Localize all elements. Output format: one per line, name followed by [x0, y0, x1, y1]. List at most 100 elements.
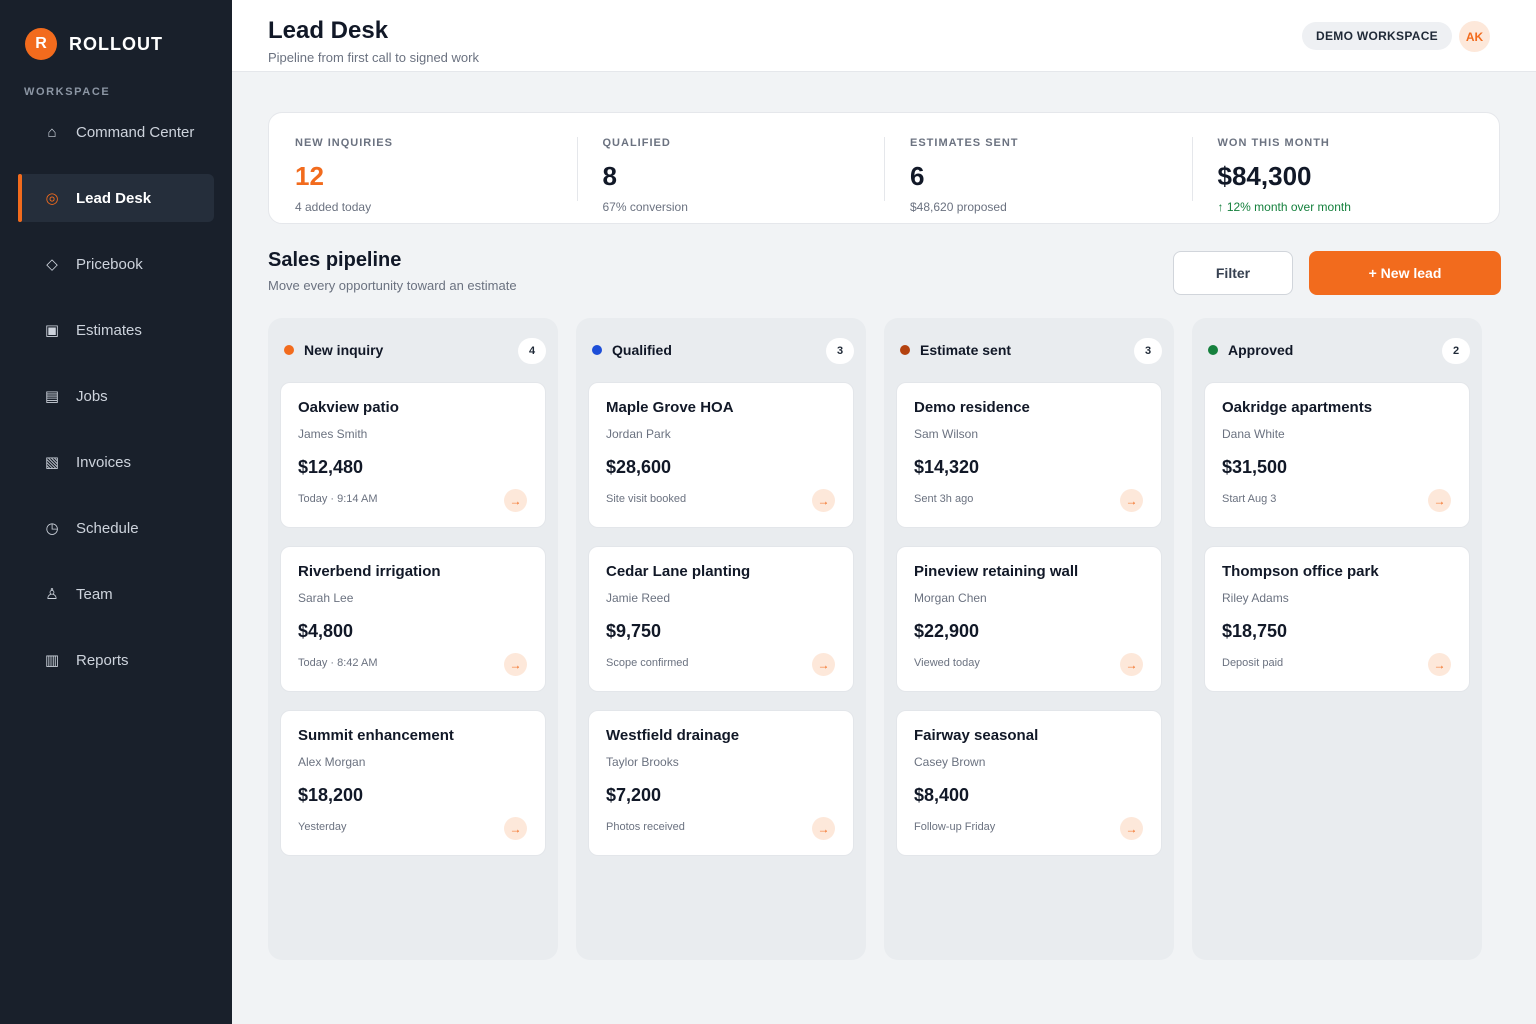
diamond-icon: ◇ [46, 256, 58, 273]
lead-title: Oakridge apartments [1222, 399, 1373, 416]
lead-contact: Jamie Reed [606, 591, 671, 605]
lead-status-note: Deposit paid [1222, 657, 1284, 669]
lead-card[interactable]: Thompson office park Riley Adams $18,750 De… [1204, 546, 1470, 692]
filter-button[interactable]: Filter [1173, 251, 1293, 295]
stat-note: 67% conversion [602, 200, 688, 214]
brand-logo: R [25, 28, 57, 60]
stat-value: 12 [295, 161, 324, 191]
pipeline-column: Estimate sent 3 Demo residence Sam Wilson $1… [884, 318, 1174, 960]
page-subtitle: Pipeline from first call to signed work [268, 50, 479, 65]
arrow-right-icon[interactable]: → [1428, 653, 1451, 676]
lead-card[interactable]: Maple Grove HOA Jordan Park $28,600 Site vi… [588, 382, 854, 528]
status-dot [900, 345, 910, 355]
lead-status-note: Scope confirmed [606, 657, 689, 669]
new-lead-button[interactable]: + New lead [1309, 251, 1501, 295]
pipeline-column: Qualified 3 Maple Grove HOA Jordan Park $28,… [576, 318, 866, 960]
lead-amount: $31,500 [1222, 457, 1288, 477]
arrow-right-icon[interactable]: → [504, 489, 527, 512]
lead-amount: $7,200 [606, 785, 662, 805]
lead-card[interactable]: Oakview patio James Smith $12,480 Today · 9… [280, 382, 546, 528]
lead-amount: $8,400 [914, 785, 970, 805]
lead-card[interactable]: Pineview retaining wall Morgan Chen $22,90… [896, 546, 1162, 692]
lead-card[interactable]: Oakridge apartments Dana White $31,500 Star… [1204, 382, 1470, 528]
arrow-right-icon[interactable]: → [812, 817, 835, 840]
sidebar-item-team[interactable]: ♙ Team [18, 570, 214, 618]
arrow-right-icon[interactable]: → [504, 817, 527, 840]
arrow-right-icon[interactable]: → [1428, 489, 1451, 512]
lead-amount: $9,750 [606, 621, 662, 641]
list-icon: ▤ [44, 388, 60, 405]
lead-title: Thompson office park [1222, 563, 1379, 580]
sidebar-item-schedule[interactable]: ◷ Schedule [18, 504, 214, 552]
status-dot [1208, 345, 1218, 355]
sidebar-item-pricebook[interactable]: ◇ Pricebook [18, 240, 214, 288]
lead-status-note: Viewed today [914, 657, 980, 669]
column-title: Estimate sent [920, 342, 1012, 358]
topbar: Lead Desk Pipeline from first call to si… [232, 0, 1536, 72]
arrow-right-icon[interactable]: → [1120, 817, 1143, 840]
lead-status-note: Today · 9:14 AM [298, 493, 378, 505]
lead-card[interactable]: Summit enhancement Alex Morgan $18,200 Yest… [280, 710, 546, 856]
stat-value: $84,300 [1217, 161, 1312, 191]
stat-label: WON THIS MONTH [1217, 137, 1330, 149]
arrow-right-icon[interactable]: → [1120, 653, 1143, 676]
brand[interactable]: R ROLLOUT [25, 28, 163, 60]
avatar[interactable]: AK [1459, 21, 1490, 52]
lead-amount: $14,320 [914, 457, 980, 477]
stat-label: NEW INQUIRIES [295, 137, 393, 149]
lead-title: Cedar Lane planting [606, 563, 751, 580]
lead-status-note: Photos received [606, 821, 685, 833]
home-icon: ⌂ [47, 123, 57, 141]
clock-icon: ◷ [45, 520, 59, 537]
stat-card: QUALIFIED 8 67% conversion [576, 113, 885, 223]
lead-contact: Sam Wilson [914, 427, 979, 441]
lead-card[interactable]: Fairway seasonal Casey Brown $8,400 Follow-… [896, 710, 1162, 856]
lead-card[interactable]: Cedar Lane planting Jamie Reed $9,750 Scope… [588, 546, 854, 692]
lead-contact: Sarah Lee [298, 591, 354, 605]
lead-contact: Jordan Park [606, 427, 671, 441]
sidebar-item-jobs[interactable]: ▤ Jobs [18, 372, 214, 420]
workspace-switcher[interactable]: DEMO WORKSPACE [1302, 22, 1452, 50]
column-title: New inquiry [304, 342, 384, 358]
column-count-badge: 4 [518, 338, 546, 364]
sidebar-item-lead-desk[interactable]: ◎ Lead Desk [18, 174, 214, 222]
lead-amount: $22,900 [914, 621, 980, 641]
brand-name: ROLLOUT [69, 33, 163, 54]
arrow-right-icon[interactable]: → [812, 489, 835, 512]
lead-amount: $18,200 [298, 785, 364, 805]
lead-amount: $12,480 [298, 457, 364, 477]
sidebar-item-invoices[interactable]: ▧ Invoices [18, 438, 214, 486]
lead-card[interactable]: Demo residence Sam Wilson $14,320 Sent 3h a… [896, 382, 1162, 528]
page-title: Lead Desk [268, 17, 389, 44]
lead-contact: Riley Adams [1222, 591, 1289, 605]
column-header: New inquiry 4 [284, 338, 546, 364]
sidebar-item-label: Team [76, 585, 113, 603]
column-header: Approved 2 [1208, 338, 1470, 364]
lead-title: Pineview retaining wall [914, 563, 1079, 580]
sidebar-item-label: Command Center [76, 123, 195, 141]
sidebar-item-estimates[interactable]: ▣ Estimates [18, 306, 214, 354]
sidebar: R ROLLOUT WORKSPACE ⌂ Command Center ◎ Lead… [0, 0, 232, 1024]
sidebar-item-reports[interactable]: ▥ Reports [18, 636, 214, 684]
column-count-badge: 2 [1442, 338, 1470, 364]
lead-title: Fairway seasonal [914, 727, 1039, 744]
lead-card[interactable]: Westfield drainage Taylor Brooks $7,200 Pho… [588, 710, 854, 856]
lead-status-note: Start Aug 3 [1222, 493, 1277, 505]
stat-card: ESTIMATES SENT 6 $48,620 proposed [884, 113, 1192, 223]
lead-status-note: Sent 3h ago [914, 493, 974, 505]
sidebar-item-label: Pricebook [76, 255, 143, 273]
lead-card[interactable]: Riverbend irrigation Sarah Lee $4,800 Today… [280, 546, 546, 692]
status-dot [284, 345, 294, 355]
sidebar-item-label: Lead Desk [76, 189, 152, 207]
sidebar-item-command-center[interactable]: ⌂ Command Center [18, 108, 214, 156]
lead-contact: James Smith [298, 427, 368, 441]
column-count-badge: 3 [826, 338, 854, 364]
pipeline-column: Approved 2 Oakridge apartments Dana White $3… [1192, 318, 1482, 960]
column-title: Approved [1228, 342, 1294, 358]
arrow-right-icon[interactable]: → [504, 653, 527, 676]
lead-status-note: Today · 8:42 AM [298, 657, 378, 669]
column-title: Qualified [612, 342, 672, 358]
lead-amount: $28,600 [606, 457, 672, 477]
arrow-right-icon[interactable]: → [812, 653, 835, 676]
arrow-right-icon[interactable]: → [1120, 489, 1143, 512]
